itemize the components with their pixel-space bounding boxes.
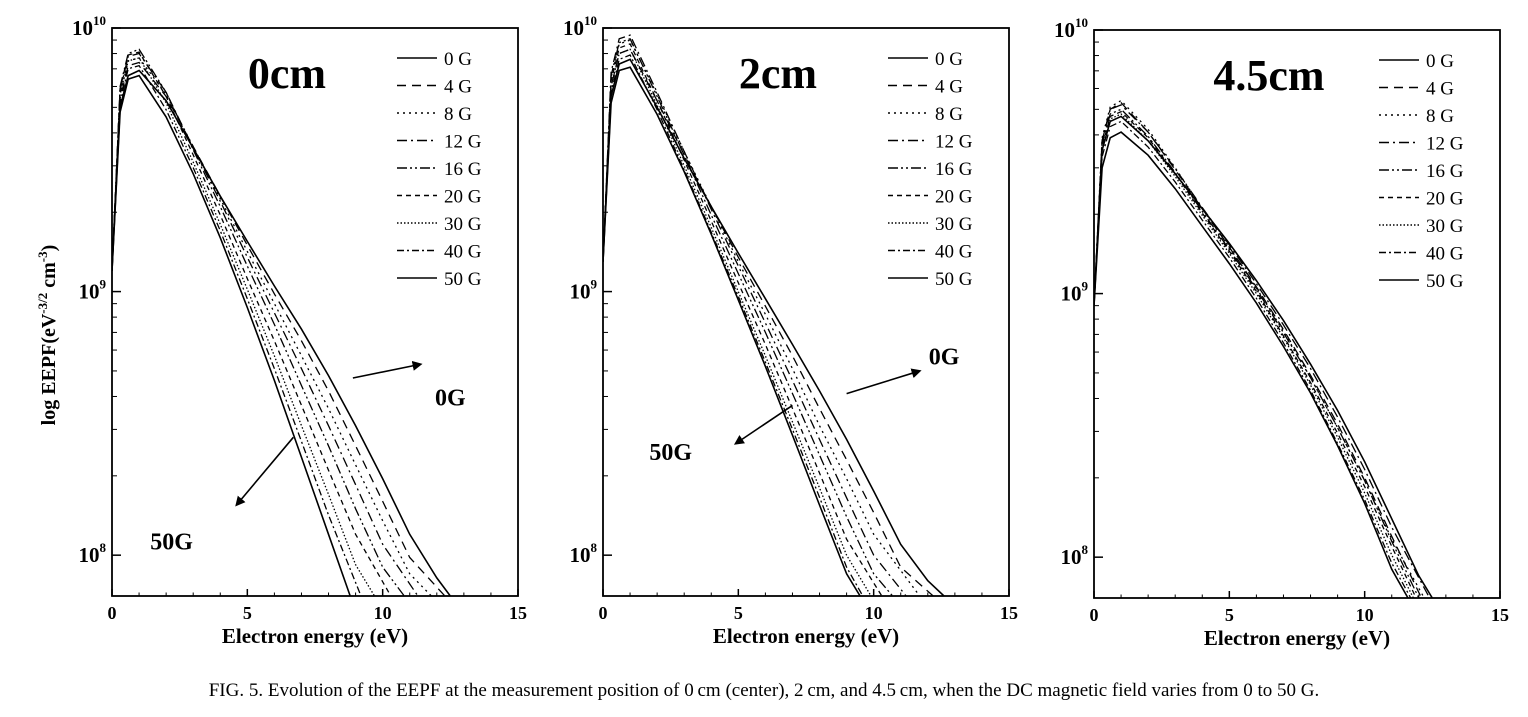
panel-title: 0cm <box>248 49 326 98</box>
x-tick-label: 15 <box>1000 603 1018 623</box>
annotation-arrow <box>846 368 922 395</box>
legend-label: 4 G <box>1426 79 1454 100</box>
legend-label: 30 G <box>444 214 482 235</box>
series-line-40G <box>603 54 864 596</box>
x-tick-label: 0 <box>108 603 117 623</box>
series-line-0G <box>1094 115 1433 598</box>
y-tick-label: 1010 <box>563 13 597 40</box>
legend-label: 40 G <box>935 242 973 263</box>
x-axis-label: Electron energy (eV) <box>1204 626 1390 650</box>
x-tick-label: 15 <box>509 603 527 623</box>
legend-label: 12 G <box>444 132 482 153</box>
legend-label: 16 G <box>444 159 482 180</box>
x-tick-label: 10 <box>1356 605 1374 625</box>
series-line-4G <box>603 48 934 596</box>
series-line-8G <box>603 39 921 596</box>
y-tick-label: 109 <box>570 277 598 304</box>
series-line-16G <box>1094 108 1420 598</box>
x-tick-label: 10 <box>865 603 883 623</box>
legend-label: 12 G <box>1426 134 1464 155</box>
series-line-50G <box>603 66 861 596</box>
y-tick-label: 109 <box>1061 279 1089 306</box>
x-axis-label: Electron energy (eV) <box>713 624 899 648</box>
series-line-30G <box>112 57 376 596</box>
y-tick-label: 108 <box>570 540 598 567</box>
series-line-50G <box>112 74 351 596</box>
plot-frame <box>602 27 1010 597</box>
series-line-12G <box>603 34 907 596</box>
legend-label: 30 G <box>935 214 973 235</box>
legend-label: 16 G <box>935 159 973 180</box>
y-tick-label: 1010 <box>1054 15 1088 42</box>
x-tick-label: 5 <box>1225 605 1234 625</box>
series-line-16G <box>112 48 405 596</box>
legend-label: 40 G <box>1426 244 1464 265</box>
legend-label: 0 G <box>444 49 472 70</box>
plot-frame <box>111 27 519 597</box>
y-tick-label: 108 <box>79 540 107 567</box>
series-line-40G <box>1094 120 1412 598</box>
legend-label: 50 G <box>935 269 973 290</box>
y-tick-label: 108 <box>1061 542 1089 569</box>
legend-label: 20 G <box>935 187 973 208</box>
series-line-4G <box>1094 101 1423 598</box>
legend-label: 20 G <box>444 187 482 208</box>
legend-label: 50 G <box>444 269 482 290</box>
legend-label: 8 G <box>935 104 963 125</box>
series-line-12G <box>1094 104 1431 598</box>
panel-title: 2cm <box>739 49 817 98</box>
series-line-4G <box>112 61 446 596</box>
series-line-8G <box>112 57 432 596</box>
legend-label: 4 G <box>935 77 963 98</box>
legend-label: 8 G <box>444 104 472 125</box>
y-tick-label: 1010 <box>72 13 106 40</box>
panel-title: 4.5cm <box>1213 51 1324 100</box>
series-line-50G <box>1094 131 1409 598</box>
y-axis-label: log EEPF(eV-3/2 cm-3) <box>35 245 60 426</box>
annotation-arrow <box>733 404 793 445</box>
series-line-30G <box>603 48 872 596</box>
series-line-12G <box>112 52 419 596</box>
series-line-20G <box>1094 110 1417 598</box>
legend-label: 4 G <box>444 77 472 98</box>
annotation-arrow <box>235 436 294 507</box>
figure-caption: FIG. 5. Evolution of the EEPF at the mea… <box>208 680 1320 701</box>
x-axis-label: Electron energy (eV) <box>222 624 408 648</box>
legend-label: 0 G <box>1426 51 1454 72</box>
annotation-label: 0G <box>435 385 466 411</box>
legend-label: 8 G <box>1426 106 1454 127</box>
y-tick-label: 109 <box>79 277 107 304</box>
legend-label: 12 G <box>935 132 973 153</box>
legend-label: 20 G <box>1426 189 1464 210</box>
annotation-label: 50G <box>150 530 193 556</box>
x-tick-label: 5 <box>243 603 252 623</box>
annotation-label: 0G <box>929 344 960 370</box>
legend-label: 30 G <box>1426 216 1464 237</box>
annotation-label: 50G <box>649 440 692 466</box>
legend-label: 16 G <box>1426 161 1464 182</box>
x-tick-label: 0 <box>599 603 608 623</box>
series-line-16G <box>603 37 894 596</box>
series-line-0G <box>112 69 451 596</box>
series-line-0G <box>603 58 945 596</box>
panel-2cm: 0 5 10 15 108 109 1010 Electron energy (eV) 2cm 0… <box>563 13 1018 648</box>
x-tick-label: 10 <box>374 603 392 623</box>
legend-label: 0 G <box>935 49 963 70</box>
series-line-40G <box>112 64 362 596</box>
plot-frame <box>1093 29 1501 599</box>
series-line-30G <box>1094 113 1414 598</box>
legend-label: 50 G <box>1426 271 1464 292</box>
series-line-20G <box>112 51 392 596</box>
annotation-arrow <box>352 360 423 379</box>
panel-4.5cm: 0 5 10 15 108 109 1010 Electron energy (eV) 4.5c… <box>1054 15 1509 650</box>
panel-0cm: 0 5 10 15 108 109 1010 Electron energy (eV) 0cm 0… <box>72 13 527 648</box>
x-tick-label: 0 <box>1090 605 1099 625</box>
x-tick-label: 15 <box>1491 605 1509 625</box>
series-line-20G <box>603 43 883 596</box>
legend-label: 40 G <box>444 242 482 263</box>
x-tick-label: 5 <box>734 603 743 623</box>
